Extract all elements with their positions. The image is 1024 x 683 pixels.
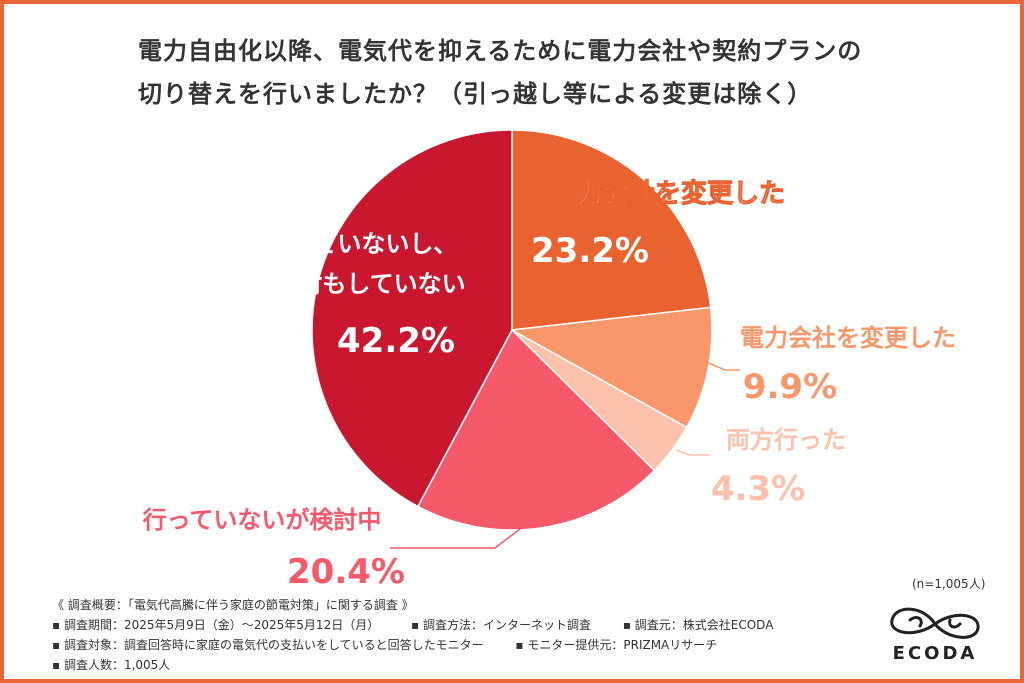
footer-method: ▪ 調査方法：インターネット調査 — [411, 618, 591, 632]
ecoda-logo-text: ECODA — [892, 643, 978, 664]
slice-value-company: 23.2% — [531, 231, 649, 271]
leader-line-considering — [390, 519, 533, 549]
sample-size-note: (n=1,005人) — [912, 577, 986, 591]
slice-considering — [416, 328, 656, 531]
footer-count: ▪ 調査人数：1,005人 — [52, 658, 171, 672]
footer-provider: ▪ モニター提供元：PRIZMAリサーチ — [515, 638, 718, 652]
leader-line-plan — [689, 354, 740, 371]
slice-label-considering: 行っていないが検討中 — [142, 506, 382, 534]
survey-footer: 《 調査概要：「電気代高騰に伴う家庭の節電対策」に関する調査 》 ▪ 調査期間：… — [52, 595, 812, 675]
chart-title-line-2: 切り替えを行いましたか？（引っ越し等による変更は除く） — [138, 80, 813, 108]
slice-label-none-line-1: 行っていないし、 — [266, 230, 458, 258]
slice-value-considering: 20.4% — [287, 552, 405, 592]
slice-label-none-line-2: 検討もしていない — [274, 270, 465, 298]
leader-line-both — [675, 449, 710, 456]
slice-plan — [509, 306, 713, 429]
footer-summary: 《 調査概要：「電気代高騰に伴う家庭の節電対策」に関する調査 》 — [52, 598, 414, 612]
footer-row-1: ▪ 調査期間：2025年5月9日（金）〜2025年5月12日（月） ▪ 調査方法… — [52, 615, 812, 635]
ecoda-logo-icon — [890, 607, 980, 639]
footer-target: ▪ 調査対象：調査回答時に家庭の電気代の支払いをしていると回答したモニター — [52, 638, 484, 652]
slice-value-plan: 9.9% — [743, 367, 837, 407]
slice-value-none: 42.2% — [337, 321, 455, 361]
slice-label-company: 電力会社を変更した — [551, 178, 785, 209]
chart-title: 電力自由化以降、電気代を抑えるために電力会社や契約プランの 切り替えを行いました… — [138, 30, 898, 116]
slice-label-both: 両方行った — [726, 426, 846, 454]
footer-period: ▪ 調査期間：2025年5月9日（金）〜2025年5月12日（月） — [52, 618, 380, 632]
footer-source: ▪ 調査元：株式会社ECODA — [622, 618, 774, 632]
slice-none — [311, 129, 513, 508]
slice-company — [511, 129, 712, 331]
slice-label-plan: 電力会社を変更した — [740, 324, 956, 352]
slice-value-both: 4.3% — [711, 469, 805, 509]
footer-row-2: ▪ 調査対象：調査回答時に家庭の電気代の支払いをしていると回答したモニター ▪ … — [52, 635, 812, 655]
chart-title-line-1: 電力自由化以降、電気代を抑えるために電力会社や契約プランの — [138, 37, 863, 65]
